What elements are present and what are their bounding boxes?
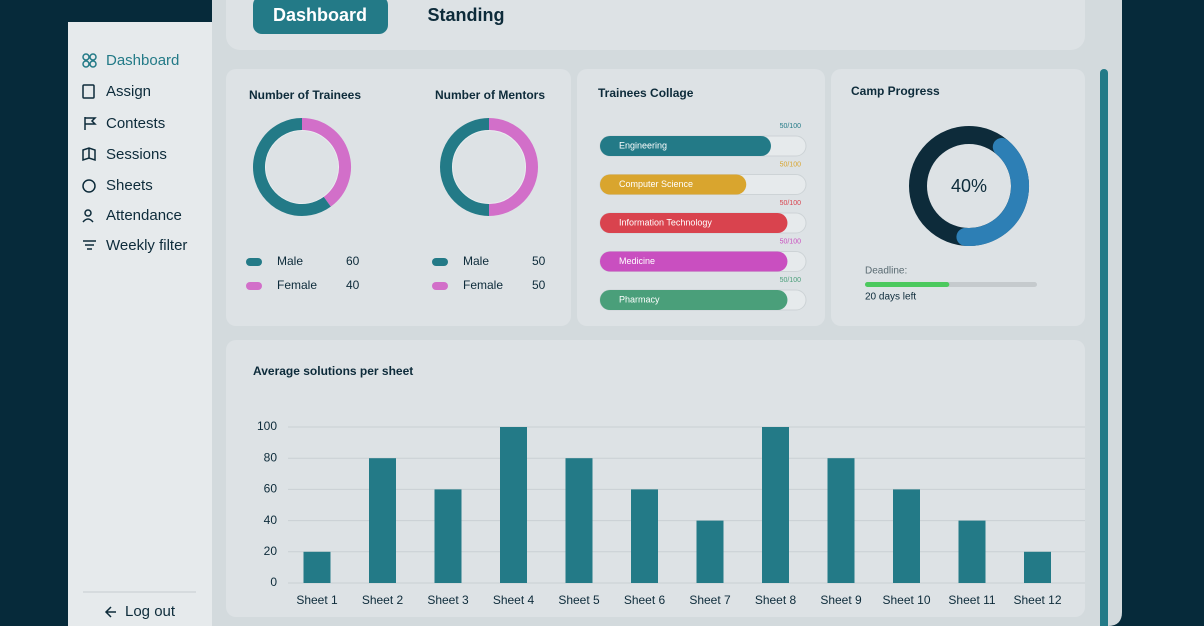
ratio-label: 50/100 bbox=[780, 123, 802, 130]
legend-swatch bbox=[246, 258, 262, 266]
donut-center bbox=[264, 129, 340, 205]
ratio-label: 50/100 bbox=[780, 277, 802, 284]
ratio-label: 50/100 bbox=[780, 238, 802, 245]
nav-item[interactable]: Weekly filter bbox=[106, 237, 187, 254]
legend-swatch bbox=[432, 258, 448, 266]
nav-item[interactable]: Attendance bbox=[106, 207, 182, 224]
legend-swatch bbox=[432, 282, 448, 290]
college-name: Information Technology bbox=[619, 217, 712, 227]
progress-fill bbox=[600, 290, 788, 310]
bar bbox=[1024, 551, 1051, 583]
y-tick-label: 80 bbox=[264, 450, 278, 464]
card-title: Camp Progress bbox=[851, 84, 940, 98]
progress-arc bbox=[956, 137, 1029, 246]
tab-active[interactable] bbox=[253, 0, 388, 34]
bar bbox=[369, 458, 396, 583]
nav-item[interactable]: Sessions bbox=[106, 146, 167, 163]
x-tick-label: Sheet 3 bbox=[427, 593, 469, 607]
legend-value: 40 bbox=[346, 278, 360, 292]
y-tick-label: 40 bbox=[264, 513, 278, 527]
donut-slice bbox=[301, 118, 351, 207]
x-tick-label: Sheet 11 bbox=[948, 593, 995, 607]
legend-swatch bbox=[246, 282, 262, 290]
bar bbox=[303, 551, 331, 583]
legend-value: 50 bbox=[532, 278, 546, 292]
tab[interactable]: Standing bbox=[428, 5, 505, 25]
card-title: Number of Trainees bbox=[249, 88, 361, 102]
legend-label: Male bbox=[277, 254, 303, 268]
progress-label: 40% bbox=[951, 176, 987, 196]
tabs-card bbox=[226, 0, 1085, 50]
bar bbox=[893, 489, 920, 583]
x-tick-label: Sheet 1 bbox=[296, 593, 338, 607]
x-tick-label: Sheet 4 bbox=[493, 593, 535, 607]
scrollbar[interactable] bbox=[1100, 69, 1108, 626]
legend-value: 50 bbox=[532, 254, 546, 268]
y-tick-label: 100 bbox=[257, 419, 277, 433]
x-tick-label: Sheet 9 bbox=[820, 593, 862, 607]
progress-fill bbox=[600, 136, 771, 156]
bar bbox=[958, 520, 986, 583]
days-left: 20 days left bbox=[865, 292, 916, 303]
x-tick-label: Sheet 2 bbox=[362, 593, 404, 607]
donut-slice bbox=[440, 118, 490, 216]
deadline-label: Deadline: bbox=[865, 266, 907, 277]
nav-item[interactable]: Assign bbox=[106, 83, 151, 100]
legend-label: Female bbox=[463, 278, 503, 292]
x-tick-label: Sheet 12 bbox=[1013, 593, 1061, 607]
progress-fill bbox=[600, 213, 788, 233]
ratio-label: 50/100 bbox=[780, 161, 802, 168]
nav-item[interactable]: Contests bbox=[106, 115, 165, 132]
y-tick-label: 20 bbox=[264, 544, 278, 558]
chart-title: Average solutions per sheet bbox=[253, 364, 413, 378]
logo-area bbox=[68, 0, 212, 22]
college-name: Engineering bbox=[619, 140, 667, 150]
card-title: Trainees Collage bbox=[598, 86, 694, 100]
sidebar bbox=[68, 0, 212, 626]
ratio-label: 50/100 bbox=[780, 200, 802, 207]
x-tick-label: Sheet 7 bbox=[689, 593, 731, 607]
card-title: Number of Mentors bbox=[435, 88, 545, 102]
bar bbox=[762, 427, 789, 583]
x-tick-label: Sheet 5 bbox=[558, 593, 600, 607]
tab[interactable]: Dashboard bbox=[273, 5, 367, 25]
x-tick-label: Sheet 6 bbox=[624, 593, 666, 607]
bar bbox=[696, 520, 724, 583]
nav-item[interactable]: Sheets bbox=[106, 177, 153, 194]
bar bbox=[631, 489, 658, 583]
legend-label: Female bbox=[277, 278, 317, 292]
donut-slice bbox=[488, 118, 538, 216]
y-tick-label: 60 bbox=[264, 482, 278, 496]
nav-item[interactable]: Dashboard bbox=[106, 52, 179, 69]
bar bbox=[434, 489, 462, 583]
college-name: Pharmacy bbox=[619, 294, 660, 304]
college-name: Computer Science bbox=[619, 179, 693, 189]
deadline-fill bbox=[865, 282, 950, 287]
legend-value: 60 bbox=[346, 254, 360, 268]
card bbox=[577, 69, 825, 326]
y-tick-label: 0 bbox=[270, 575, 277, 589]
donut-slice bbox=[253, 118, 331, 216]
x-tick-label: Sheet 10 bbox=[882, 593, 930, 607]
icon bbox=[82, 84, 116, 618]
progress-fill bbox=[600, 251, 788, 272]
donut-center bbox=[451, 129, 527, 205]
bar bbox=[500, 427, 527, 583]
icon bbox=[82, 53, 97, 68]
bar bbox=[827, 458, 855, 583]
progress-fill bbox=[600, 174, 747, 195]
logout[interactable]: Log out bbox=[125, 603, 176, 620]
bar bbox=[565, 458, 593, 583]
college-name: Medicine bbox=[619, 256, 655, 266]
x-tick-label: Sheet 8 bbox=[755, 593, 797, 607]
legend-label: Male bbox=[463, 254, 489, 268]
card bbox=[831, 69, 1085, 326]
